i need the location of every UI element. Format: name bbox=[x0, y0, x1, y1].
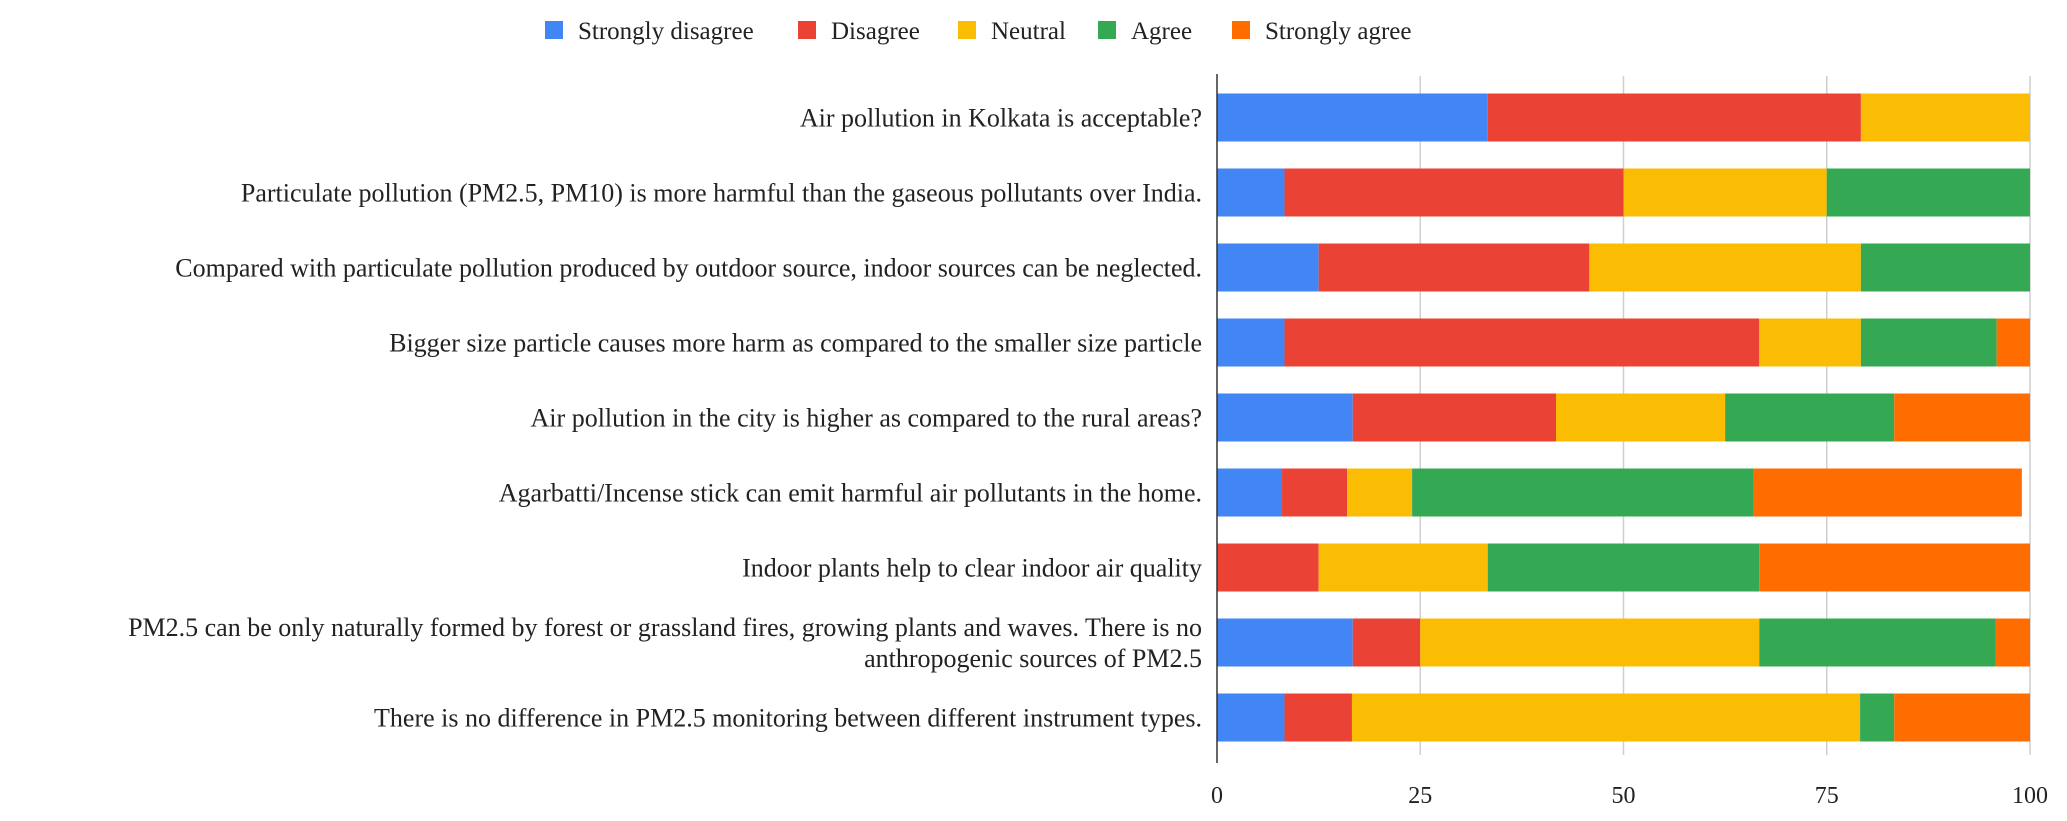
bar-segment bbox=[1860, 693, 1895, 742]
bar-segment bbox=[1894, 693, 2030, 742]
bar-segment bbox=[1623, 168, 1827, 217]
bar-segment bbox=[1589, 243, 1861, 292]
bar-segment bbox=[1826, 168, 2030, 217]
legend-swatch bbox=[958, 21, 976, 39]
bar-segment bbox=[1318, 543, 1488, 592]
bar-segment bbox=[1217, 693, 1285, 742]
category-label: Compared with particulate pollution prod… bbox=[175, 254, 1202, 283]
bar-segment bbox=[1996, 318, 2030, 367]
category-label: Indoor plants help to clear indoor air q… bbox=[742, 554, 1202, 583]
bar-segment bbox=[1284, 168, 1624, 217]
x-tick-label: 50 bbox=[1612, 783, 1636, 809]
bar-segment bbox=[1217, 243, 1319, 292]
bar-segment bbox=[1487, 93, 1861, 142]
bar-segment bbox=[1217, 168, 1285, 217]
category-labels: Air pollution in Kolkata is acceptable? P… bbox=[128, 104, 1202, 733]
bar-segment bbox=[1860, 93, 2030, 142]
bar-segment bbox=[1217, 93, 1488, 142]
bar-segment bbox=[1282, 468, 1348, 517]
bar-segment bbox=[1318, 243, 1590, 292]
legend-label: Strongly agree bbox=[1265, 18, 1411, 45]
bar-segment bbox=[1860, 318, 1997, 367]
bar-segment bbox=[1412, 468, 1754, 517]
bar-segment bbox=[1351, 693, 1861, 742]
legend-swatch bbox=[1232, 21, 1250, 39]
legend-label: Disagree bbox=[831, 18, 920, 45]
bar-segment bbox=[1217, 318, 1285, 367]
legend-swatch bbox=[798, 21, 816, 39]
bar-segment bbox=[1556, 393, 1726, 442]
bar-segment bbox=[1284, 693, 1352, 742]
bar-segment bbox=[1352, 393, 1557, 442]
x-axis: 0 25 50 75 100 bbox=[1211, 74, 2048, 809]
legend-swatch bbox=[545, 21, 563, 39]
bar-segment bbox=[1725, 393, 1895, 442]
legend-label: Neutral bbox=[991, 18, 1066, 45]
bar-segment bbox=[1217, 468, 1283, 517]
legend: Strongly disagree Disagree Neutral Agree Str… bbox=[545, 18, 1411, 45]
bar-segment bbox=[1860, 243, 2030, 292]
category-label: Agarbatti/Incense stick can emit harmful… bbox=[499, 479, 1202, 508]
bar-segment bbox=[1753, 468, 2022, 517]
category-label: anthropogenic sources of PM2.5 bbox=[864, 644, 1202, 673]
bar-segment bbox=[1894, 393, 2030, 442]
bar-segment bbox=[1284, 318, 1760, 367]
legend-label: Agree bbox=[1131, 18, 1192, 45]
bar-segment bbox=[1217, 618, 1353, 667]
bar-segment bbox=[1352, 618, 1421, 667]
category-label: Particulate pollution (PM2.5, PM10) is m… bbox=[241, 179, 1202, 208]
bar-segment bbox=[1420, 618, 1760, 667]
category-label: Bigger size particle causes more harm as… bbox=[389, 329, 1202, 358]
x-tick-label: 75 bbox=[1815, 783, 1839, 809]
x-tick-label: 25 bbox=[1408, 783, 1432, 809]
bar-segment bbox=[1487, 543, 1760, 592]
bar-segment bbox=[1347, 468, 1413, 517]
bar-segment bbox=[1995, 618, 2030, 667]
legend-label: Strongly disagree bbox=[578, 18, 754, 45]
category-label: Air pollution in the city is higher as c… bbox=[531, 404, 1202, 433]
bar-segment bbox=[1217, 543, 1319, 592]
bars bbox=[1217, 93, 2030, 742]
bar-segment bbox=[1759, 618, 1996, 667]
x-tick-label: 100 bbox=[2012, 783, 2048, 809]
bar-segment bbox=[1759, 543, 2030, 592]
x-tick-label: 0 bbox=[1211, 783, 1223, 809]
category-label: PM2.5 can be only naturally formed by fo… bbox=[128, 613, 1202, 642]
category-label: Air pollution in Kolkata is acceptable? bbox=[800, 104, 1202, 133]
bar-segment bbox=[1217, 393, 1353, 442]
legend-swatch bbox=[1098, 21, 1116, 39]
category-label: There is no difference in PM2.5 monitori… bbox=[374, 704, 1202, 733]
bar-segment bbox=[1759, 318, 1861, 367]
